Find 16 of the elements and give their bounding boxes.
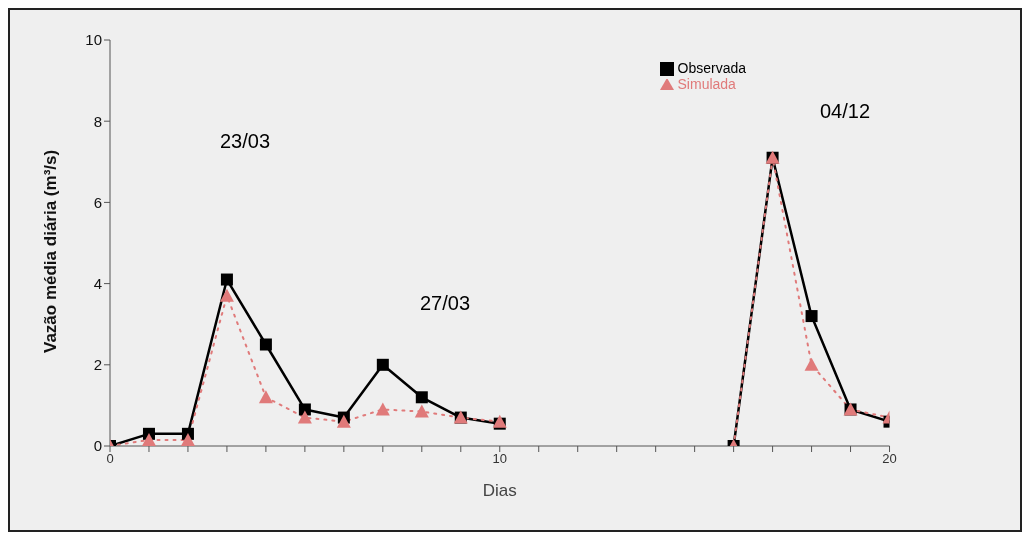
x-tick-label: 10	[492, 451, 507, 467]
annotation: 27/03	[420, 292, 471, 315]
y-axis-title: Vazão média diária (m³/s)	[41, 149, 61, 353]
y-tick-label: 2	[93, 356, 102, 374]
x-tick-label: 0	[106, 451, 114, 467]
x-axis-title: Dias	[482, 481, 517, 500]
annotation: 23/03	[220, 130, 271, 153]
x-tick-label: 20	[882, 451, 897, 467]
legend-label: Simulada	[677, 76, 736, 93]
legend-label: Observada	[677, 60, 746, 76]
y-tick-label: 4	[93, 274, 102, 292]
annotation: 04/12	[820, 100, 871, 123]
y-tick-label: 8	[93, 112, 102, 130]
y-tick-label: 0	[93, 437, 102, 455]
y-tick-label: 10	[85, 31, 102, 49]
y-tick-label: 6	[93, 193, 102, 211]
